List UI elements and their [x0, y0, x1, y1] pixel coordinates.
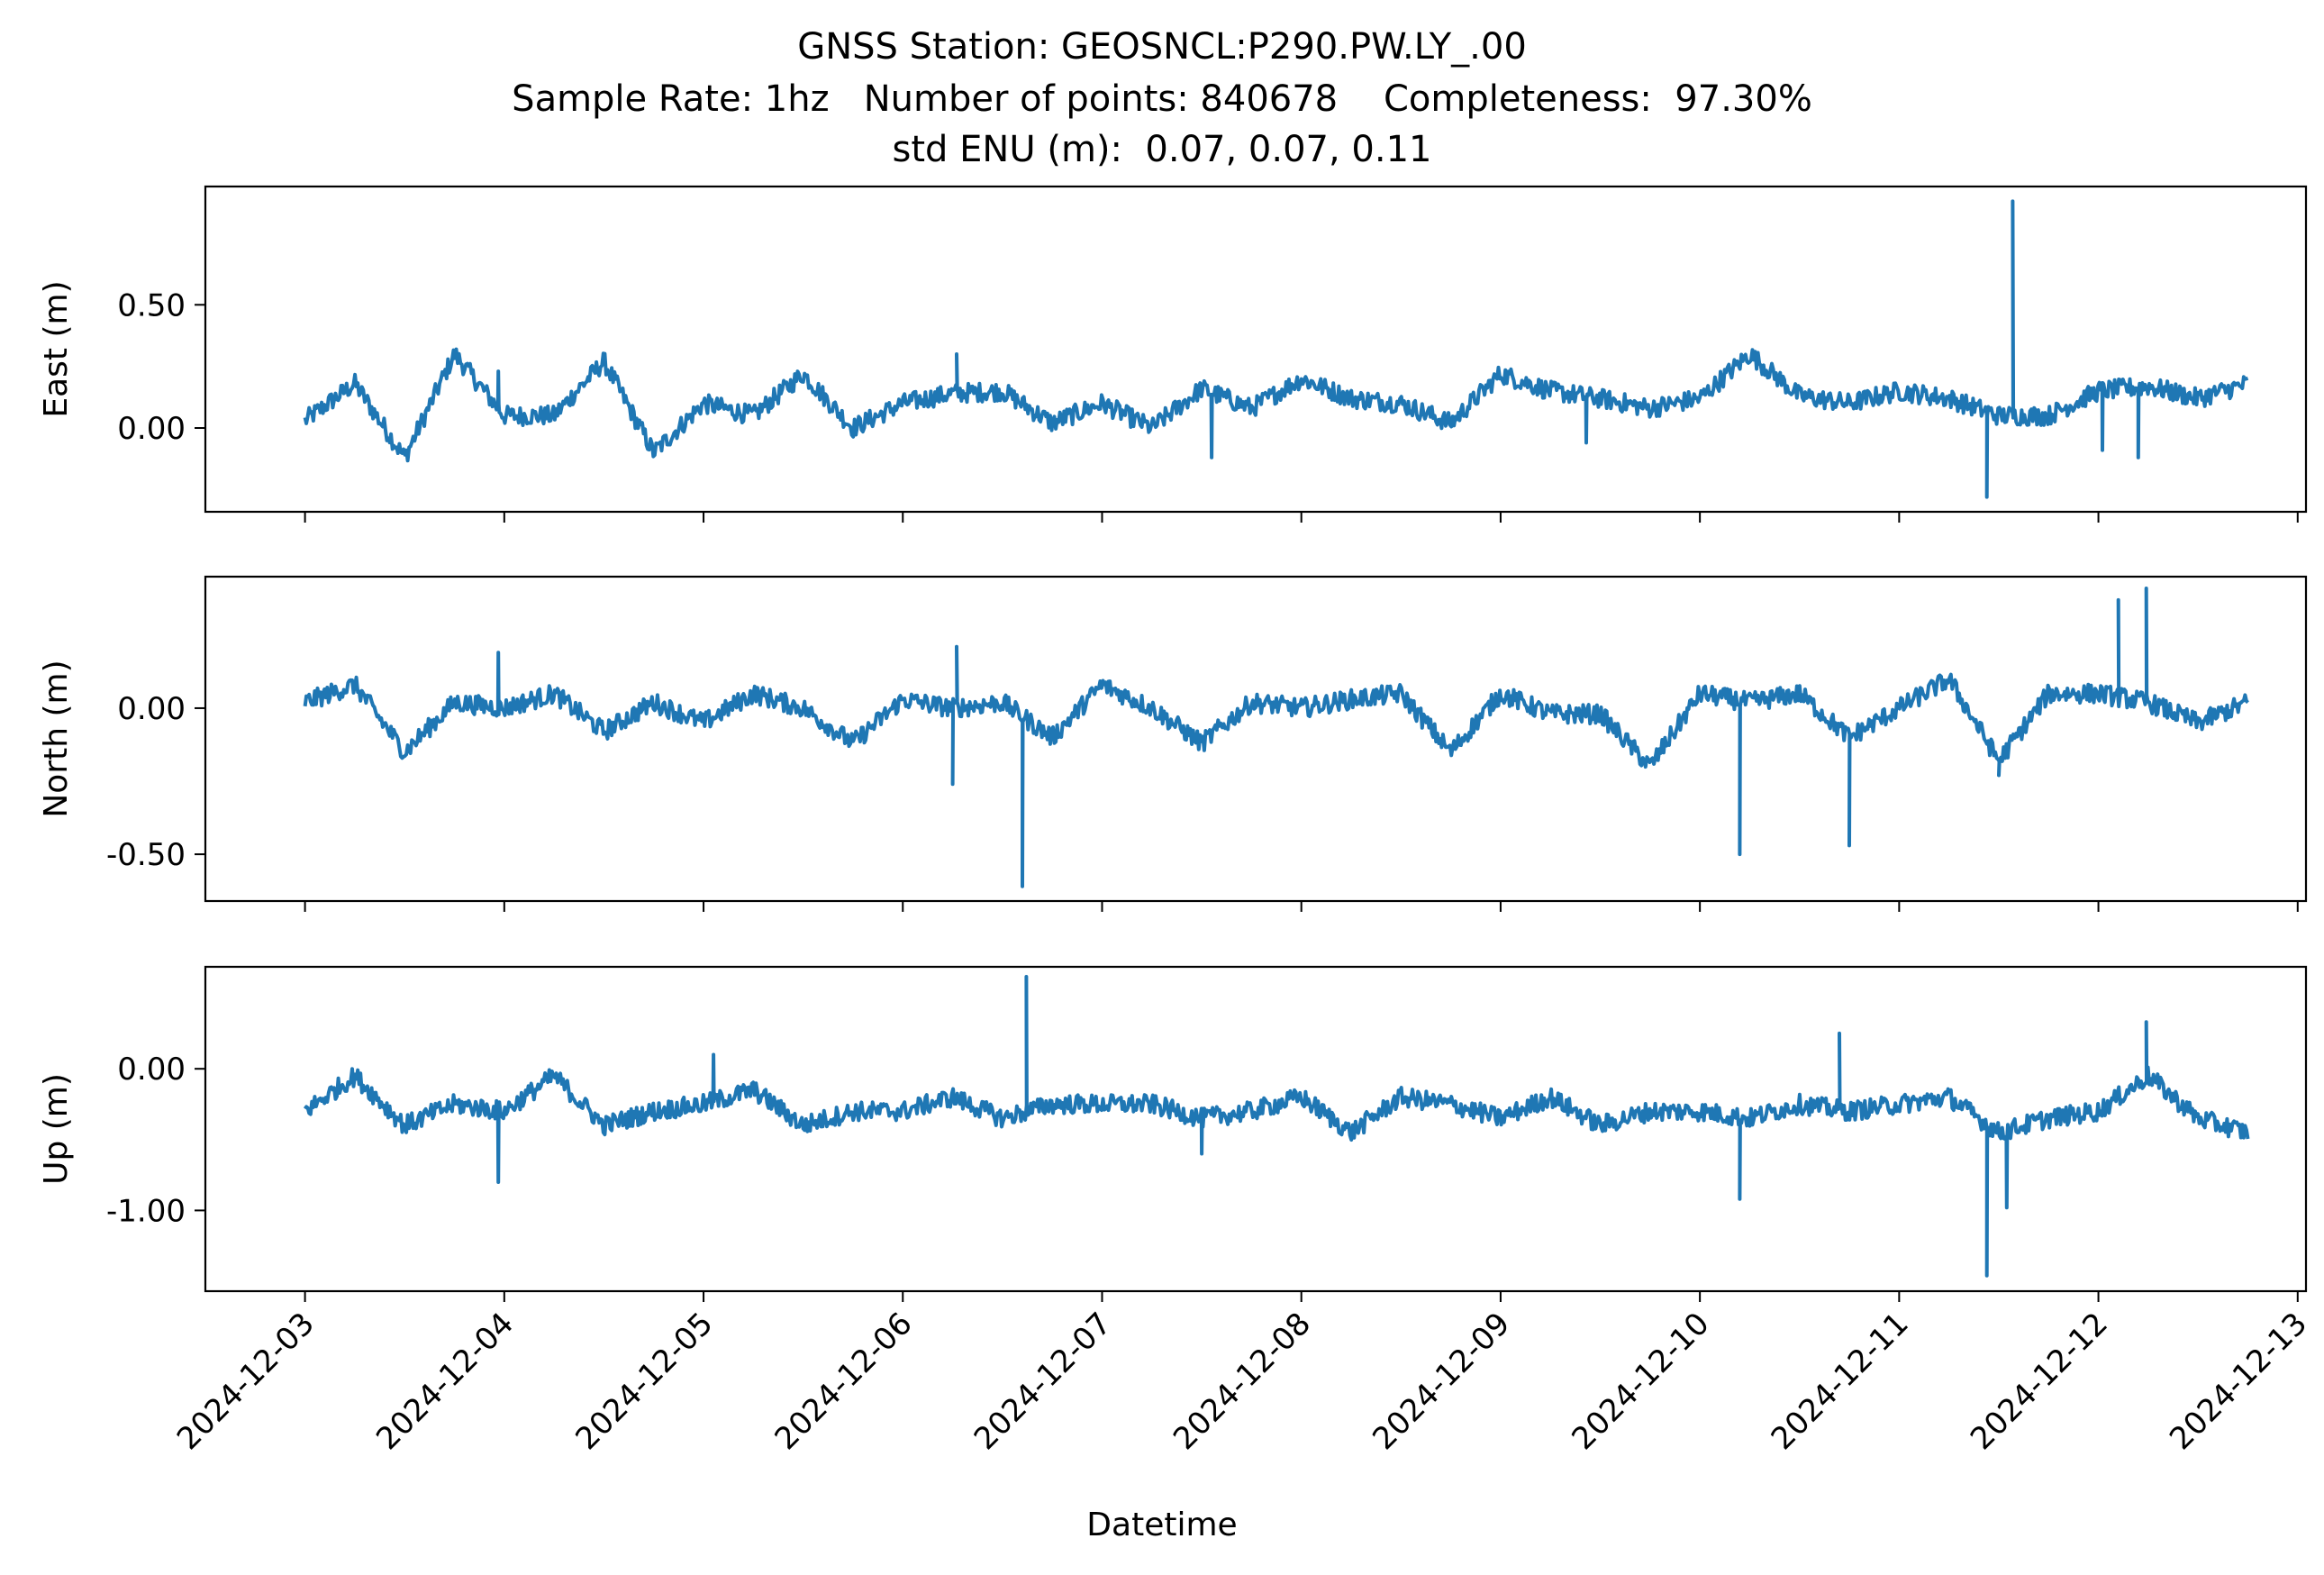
x-tick-label: 2024-12-11: [1765, 1306, 1916, 1457]
axes-frame-panel-2: [204, 575, 2308, 903]
x-tick-label: 2024-12-08: [1167, 1306, 1318, 1457]
x-tick-label: 2024-12-09: [1366, 1306, 1517, 1457]
x-tick-label: 2024-12-12: [1964, 1306, 2115, 1457]
y-axis-label-panel-2: North (m): [38, 660, 75, 817]
x-axis-label: Datetime: [1086, 1507, 1238, 1543]
axes-frame-panel-3: [204, 965, 2308, 1293]
x-tick-label: 2024-12-03: [170, 1306, 322, 1457]
chart-title-line-2: Sample Rate: 1hz Number of points: 84067…: [512, 78, 1812, 120]
y-axis-label-panel-1: East (m): [38, 280, 75, 417]
x-tick-label: 2024-12-07: [967, 1306, 1119, 1457]
y-tick-label-panel-2: -0.50: [106, 837, 186, 873]
series-line-panel-2: [303, 587, 2249, 888]
x-tick-label: 2024-12-05: [568, 1306, 720, 1457]
chart-title-line-1: GNSS Station: GEOSNCL:P290.PW.LY_.00: [797, 26, 1527, 68]
x-tick-label: 2024-12-10: [1565, 1306, 1716, 1457]
series-line-panel-1: [303, 199, 2249, 499]
chart-title-line-3: std ENU (m): 0.07, 0.07, 0.11: [892, 129, 1432, 170]
y-tick-label-panel-3: 0.00: [117, 1052, 186, 1088]
y-tick-label-panel-1: 0.50: [117, 287, 186, 323]
x-tick-label: 2024-12-13: [2163, 1306, 2314, 1457]
y-axis-label-panel-3: Up (m): [38, 1073, 75, 1185]
y-tick-label-panel-1: 0.00: [117, 411, 186, 447]
series-line-panel-3: [303, 975, 2250, 1278]
x-tick-label: 2024-12-04: [369, 1306, 521, 1457]
y-tick-label-panel-2: 0.00: [117, 691, 186, 727]
axes-frame-panel-1: [204, 185, 2308, 514]
y-tick-label-panel-3: -1.00: [106, 1193, 186, 1229]
x-tick-label: 2024-12-06: [768, 1306, 920, 1457]
